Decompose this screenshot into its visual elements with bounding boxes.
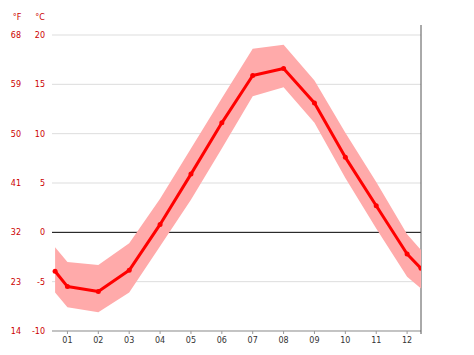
- point: [158, 222, 163, 227]
- point: [374, 203, 379, 208]
- tick-mark: [221, 331, 222, 334]
- grid-line: [52, 331, 421, 332]
- temperature-line: [55, 69, 421, 292]
- point: [419, 266, 422, 271]
- point: [312, 101, 317, 106]
- tick-mark: [190, 331, 191, 334]
- point: [281, 66, 286, 71]
- tick-label: 23: [11, 278, 21, 287]
- tick-mark: [314, 331, 315, 334]
- tick-label: 04: [155, 336, 165, 345]
- tick-label: -5: [37, 278, 45, 287]
- tick-label: 41: [11, 179, 21, 188]
- tick-label: 07: [248, 336, 258, 345]
- tick-label: 15: [35, 80, 45, 89]
- tick-label: 03: [124, 336, 134, 345]
- tick-label: 32: [11, 228, 21, 237]
- point: [188, 172, 193, 177]
- tick-mark: [376, 331, 377, 334]
- tick-mark: [345, 331, 346, 334]
- tick-label: 20: [35, 31, 45, 40]
- point: [219, 120, 224, 125]
- tick-label: 08: [278, 336, 288, 345]
- tick-mark: [98, 331, 99, 334]
- tick-label: 50: [11, 130, 21, 139]
- tick-label: 02: [93, 336, 103, 345]
- tick-label: 14: [11, 327, 21, 336]
- tick-label: -10: [32, 327, 45, 336]
- point: [250, 73, 255, 78]
- tick-label: 10: [35, 130, 45, 139]
- tick-mark: [407, 331, 408, 334]
- tick-mark: [129, 331, 130, 334]
- point: [65, 284, 70, 289]
- point: [96, 289, 101, 294]
- tick-mark: [252, 331, 253, 334]
- tick-label: 01: [62, 336, 72, 345]
- grid-line: [52, 133, 421, 134]
- tick-label: 59: [11, 80, 21, 89]
- grid-line: [52, 35, 421, 36]
- plot-area: [53, 45, 421, 312]
- tick-label: 0: [40, 228, 45, 237]
- tick-label: 68: [11, 31, 21, 40]
- tick-mark: [160, 331, 161, 334]
- point: [53, 269, 58, 274]
- tick-mark: [283, 331, 284, 334]
- tick-label: 09: [309, 336, 319, 345]
- chart: -10-50510152014233241505968°F°C010203040…: [0, 0, 474, 355]
- axis-label: °F: [13, 13, 22, 22]
- grid-line: [52, 232, 421, 233]
- tick-label: 12: [402, 336, 412, 345]
- point: [405, 252, 410, 257]
- point: [343, 155, 348, 160]
- tick-label: 11: [371, 336, 381, 345]
- tick-label: 06: [217, 336, 227, 345]
- tick-label: 5: [40, 179, 45, 188]
- axis-label: °C: [35, 13, 45, 22]
- tick-label: 05: [186, 336, 196, 345]
- tick-label: 10: [340, 336, 350, 345]
- tick-mark: [67, 331, 68, 334]
- x-axis: [52, 331, 421, 332]
- range-band: [55, 45, 421, 312]
- point: [127, 268, 132, 273]
